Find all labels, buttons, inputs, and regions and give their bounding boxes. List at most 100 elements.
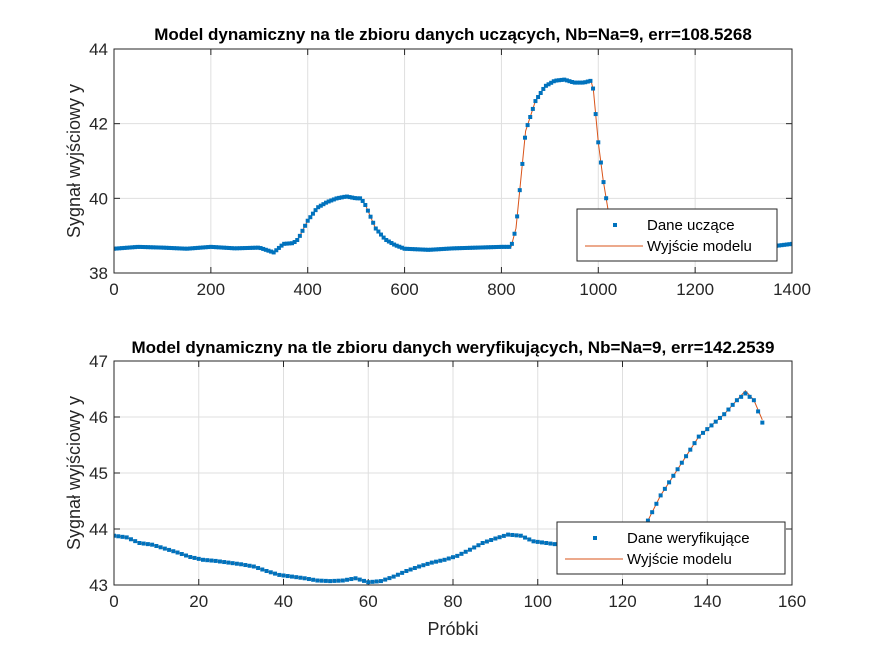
data-point [329, 198, 334, 203]
data-point [182, 246, 187, 251]
x-tick-label: 120 [608, 592, 636, 611]
data-point [415, 247, 420, 252]
data-point [271, 250, 276, 255]
data-point [747, 394, 752, 399]
data-point [460, 246, 465, 251]
data-point [239, 562, 244, 567]
y-tick-label: 44 [89, 520, 108, 539]
data-point [465, 245, 470, 250]
data-point [298, 575, 303, 580]
data-point [501, 533, 506, 538]
data-point [776, 243, 781, 248]
data-point [496, 244, 501, 249]
data-point [295, 238, 300, 243]
data-point [397, 244, 402, 249]
data-point [391, 574, 396, 579]
data-point [277, 572, 282, 577]
data-point [530, 106, 535, 111]
data-point [541, 86, 546, 91]
data-point [535, 539, 540, 544]
data-point [287, 241, 292, 246]
data-point [276, 245, 281, 250]
data-point [342, 194, 347, 199]
data-point [368, 214, 373, 219]
data-point [308, 215, 313, 220]
data-point [256, 566, 261, 571]
data-point [154, 543, 159, 548]
x-tick-label: 1000 [579, 280, 617, 299]
data-point [166, 245, 171, 250]
data-point [528, 115, 533, 120]
data-point [407, 246, 412, 251]
data-point [227, 245, 232, 250]
data-point [598, 160, 603, 165]
data-point [452, 246, 457, 251]
data-point [478, 245, 483, 250]
data-point [527, 537, 532, 542]
data-point [544, 541, 549, 545]
data-point [552, 542, 557, 547]
data-point [279, 243, 284, 248]
data-point [269, 249, 274, 254]
data-point [260, 567, 265, 572]
data-point [421, 563, 426, 568]
data-point [506, 532, 511, 537]
data-point [679, 460, 684, 465]
data-point [172, 246, 177, 251]
data-point [230, 561, 235, 566]
data-point [539, 540, 544, 545]
data-point [395, 572, 400, 577]
data-point [420, 247, 425, 252]
data-point [200, 557, 205, 562]
data-point [300, 228, 305, 233]
data-point [557, 78, 562, 83]
data-point [226, 560, 231, 565]
data-point [671, 473, 676, 478]
data-point [264, 569, 269, 573]
data-point [455, 553, 460, 558]
data-point [213, 558, 218, 563]
data-point [365, 208, 370, 213]
data-point [779, 243, 784, 248]
data-point [319, 578, 324, 583]
data-point [353, 576, 358, 581]
data-point [219, 245, 224, 250]
data-point [146, 245, 151, 250]
data-point [315, 578, 320, 583]
data-point [467, 547, 472, 552]
data-point [429, 560, 434, 565]
data-point [352, 196, 357, 201]
data-point [285, 574, 290, 579]
data-point [514, 533, 519, 538]
data-point [499, 244, 504, 249]
data-point [790, 241, 792, 246]
data-point [536, 95, 541, 100]
data-point [328, 579, 333, 584]
data-point [404, 569, 409, 573]
data-point [274, 248, 279, 253]
data-point [208, 244, 213, 249]
data-point [497, 535, 502, 540]
data-point [494, 245, 499, 250]
data-point [784, 242, 789, 247]
data-point [135, 244, 140, 249]
data-point [588, 78, 593, 83]
data-point [591, 86, 596, 91]
data-point [384, 238, 389, 243]
data-point [201, 245, 206, 250]
data-point [713, 419, 718, 424]
data-point [373, 226, 378, 231]
data-point [454, 246, 459, 251]
data-point [331, 197, 336, 202]
chart-2: 0 20 40 60 80 100 120 140 160 43 44 45 46 47 Model dyn… [64, 338, 806, 639]
data-point [717, 415, 722, 420]
data-point [253, 245, 258, 250]
data-point [128, 537, 133, 542]
data-point [457, 246, 462, 251]
data-point [472, 545, 477, 550]
data-point [525, 123, 530, 128]
data-point [381, 235, 386, 240]
data-point [383, 577, 388, 582]
data-point [468, 245, 473, 250]
data-point [585, 79, 590, 84]
